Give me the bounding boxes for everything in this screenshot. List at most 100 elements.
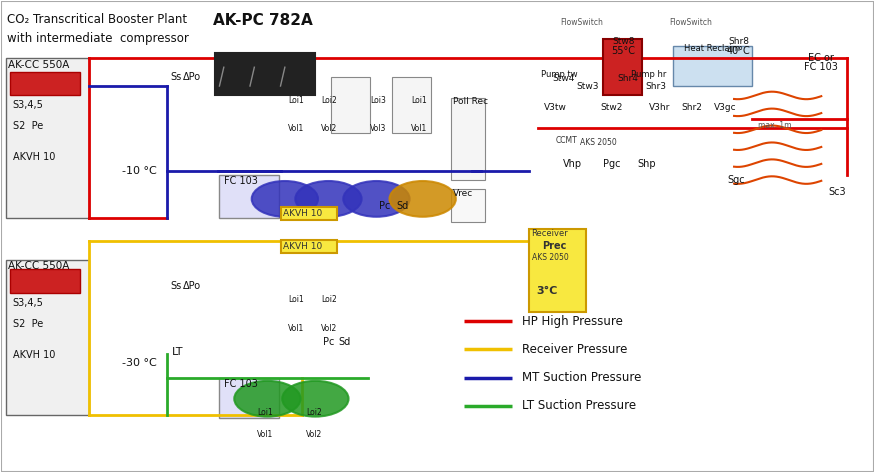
Text: Loi1: Loi1: [257, 408, 273, 417]
Bar: [6, 260, 88, 415]
Bar: [281, 240, 337, 253]
Text: AK-PC 782A: AK-PC 782A: [214, 13, 313, 28]
Text: CCMT: CCMT: [556, 136, 578, 145]
Text: Heat Reclaim: Heat Reclaim: [684, 44, 740, 53]
Text: AKVH 10: AKVH 10: [284, 209, 322, 218]
Text: Loi2: Loi2: [321, 96, 337, 105]
Text: Stw2: Stw2: [601, 103, 623, 112]
Text: Shp: Shp: [638, 158, 656, 168]
Text: Ss: Ss: [171, 281, 181, 291]
Text: Loi1: Loi1: [289, 296, 304, 305]
Text: Ss: Ss: [171, 71, 181, 82]
Bar: [603, 39, 642, 96]
Text: Loi2: Loi2: [305, 408, 321, 417]
Text: Vol1: Vol1: [411, 124, 427, 133]
Text: FC 103: FC 103: [224, 176, 257, 186]
Text: Vol3: Vol3: [370, 124, 387, 133]
Text: Receiver Pressure: Receiver Pressure: [522, 343, 627, 356]
Bar: [6, 58, 88, 218]
Bar: [220, 377, 279, 418]
Text: Vol1: Vol1: [256, 430, 273, 439]
Text: Pump tw: Pump tw: [542, 70, 578, 79]
Text: Sd: Sd: [338, 337, 350, 347]
Text: CO₂ Transcritical Booster Plant: CO₂ Transcritical Booster Plant: [8, 13, 187, 26]
Text: AKS 2050: AKS 2050: [580, 138, 617, 147]
Text: FlowSwitch: FlowSwitch: [560, 18, 603, 27]
Text: Vol2: Vol2: [321, 324, 338, 333]
Text: Vol1: Vol1: [288, 124, 304, 133]
Text: Pump hr: Pump hr: [631, 70, 666, 79]
Text: Shr3: Shr3: [645, 81, 666, 90]
Bar: [215, 53, 315, 96]
Text: Vrec: Vrec: [453, 190, 473, 199]
Circle shape: [296, 181, 361, 217]
Text: Stw4: Stw4: [553, 74, 575, 83]
Text: Loi3: Loi3: [370, 96, 386, 105]
Text: Sgc: Sgc: [728, 175, 746, 185]
Text: with intermediate  compressor: with intermediate compressor: [8, 32, 189, 45]
Text: ΔPo: ΔPo: [183, 281, 200, 291]
Bar: [451, 190, 486, 222]
Circle shape: [343, 181, 410, 217]
Text: AKVH 10: AKVH 10: [284, 242, 322, 251]
Text: S3,4,5: S3,4,5: [13, 100, 44, 110]
Text: Sd: Sd: [396, 201, 409, 211]
Circle shape: [234, 381, 300, 417]
Text: S2  Pe: S2 Pe: [13, 319, 43, 329]
Text: Vol2: Vol2: [321, 124, 338, 133]
Text: S2  Pe: S2 Pe: [13, 121, 43, 131]
Text: FC 103: FC 103: [804, 62, 838, 72]
Bar: [220, 175, 279, 218]
Bar: [673, 46, 752, 86]
Bar: [281, 207, 337, 220]
Text: Vol1: Vol1: [288, 324, 304, 333]
Text: Loi2: Loi2: [321, 296, 337, 305]
Text: 3°C: 3°C: [536, 286, 557, 296]
Text: Pc: Pc: [380, 201, 391, 211]
Circle shape: [389, 181, 456, 217]
Bar: [331, 77, 370, 133]
Text: AKVH 10: AKVH 10: [13, 350, 55, 360]
Text: FC 103: FC 103: [224, 378, 257, 388]
Text: HP High Pressure: HP High Pressure: [522, 315, 623, 328]
Text: AK-CC 550A: AK-CC 550A: [9, 262, 70, 272]
Text: Poll Rec: Poll Rec: [453, 97, 488, 106]
Text: LT: LT: [172, 347, 183, 357]
Text: Loi1: Loi1: [289, 96, 304, 105]
Text: AKS 2050: AKS 2050: [532, 253, 569, 262]
Text: Stw8: Stw8: [612, 36, 634, 46]
Bar: [10, 270, 80, 293]
Text: Shr4: Shr4: [617, 74, 638, 83]
Bar: [392, 77, 431, 133]
Text: FlowSwitch: FlowSwitch: [669, 18, 712, 27]
Text: max. 1m: max. 1m: [759, 122, 792, 131]
Text: Receiver: Receiver: [531, 229, 568, 238]
Text: EC or: EC or: [808, 53, 834, 63]
Text: Shr2: Shr2: [682, 103, 703, 112]
Text: 40°C: 40°C: [726, 46, 750, 56]
Circle shape: [283, 381, 348, 417]
Text: Loi1: Loi1: [411, 96, 427, 105]
Text: MT Suction Pressure: MT Suction Pressure: [522, 371, 641, 384]
Bar: [529, 229, 585, 312]
Text: Stw3: Stw3: [577, 81, 598, 90]
Bar: [10, 72, 80, 96]
Text: AK-CC 550A: AK-CC 550A: [9, 60, 70, 70]
Text: Pgc: Pgc: [603, 158, 620, 168]
Text: Vhp: Vhp: [564, 158, 582, 168]
Text: 55°C: 55°C: [612, 46, 635, 56]
Text: Prec: Prec: [542, 241, 566, 251]
Text: AKVH 10: AKVH 10: [13, 152, 55, 162]
Text: LT Suction Pressure: LT Suction Pressure: [522, 399, 636, 412]
Text: V3tw: V3tw: [544, 103, 567, 112]
Text: Shr8: Shr8: [728, 36, 749, 46]
Text: Vol2: Vol2: [305, 430, 322, 439]
Circle shape: [252, 181, 318, 217]
Text: V3hr: V3hr: [649, 103, 670, 112]
Text: Pc: Pc: [323, 337, 334, 347]
Text: V3gc: V3gc: [714, 103, 737, 112]
Bar: [451, 98, 486, 180]
Text: -30 °C: -30 °C: [122, 359, 157, 368]
Text: ΔPo: ΔPo: [183, 71, 200, 82]
Text: -10 °C: -10 °C: [122, 166, 157, 175]
